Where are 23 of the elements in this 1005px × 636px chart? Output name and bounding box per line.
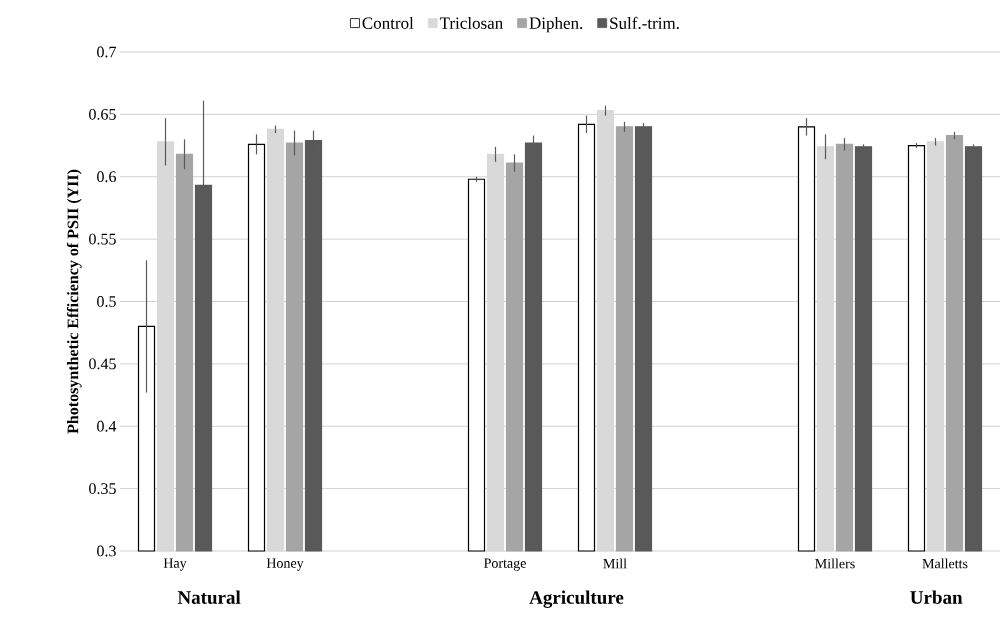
x-tick-label: Honey — [266, 558, 304, 571]
x-tick-label: Malletts — [922, 558, 968, 569]
text: Agriculture — [529, 590, 624, 608]
legend-label: Triclosan — [439, 16, 503, 29]
x-tick-label: Portage — [484, 558, 526, 571]
legend-label: Sulf.-trim. — [610, 16, 679, 30]
y-tick-label: 0.65 — [89, 108, 116, 120]
y-tick-label: 0.4 — [97, 420, 117, 432]
y-tick-label: 0.3 — [97, 545, 116, 557]
x-tick-label: Millers — [815, 558, 855, 569]
y-tick-label: 0.35 — [89, 483, 116, 495]
y-tick-label: 0.6 — [97, 171, 116, 183]
y-tick-label: 0.45 — [89, 358, 116, 370]
text: Urban — [910, 590, 963, 604]
text: Natural — [177, 590, 241, 604]
y-tick-label: 0.5 — [97, 296, 116, 307]
x-tick-label: Hay — [163, 558, 187, 571]
legend-label: Control — [362, 16, 414, 29]
y-tick-label: 0.7 — [97, 46, 117, 58]
legend-label: Diphen. — [529, 16, 583, 33]
y-axis-title: Photosynthetic Efficiency of PSII (YII) — [66, 169, 82, 434]
y-tick-label: 0.55 — [89, 233, 116, 245]
x-tick-label: Mill — [603, 558, 627, 569]
